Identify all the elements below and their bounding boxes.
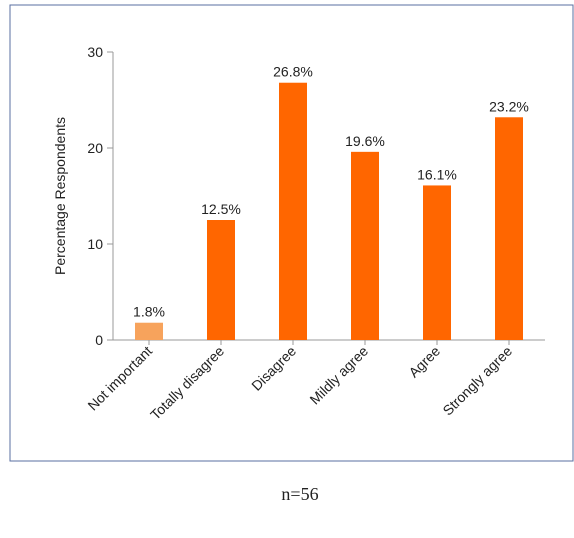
- chart-frame: [9, 4, 574, 462]
- bar: [279, 82, 307, 340]
- y-tick-label: 30: [87, 44, 103, 60]
- sample-note: n=56: [281, 484, 318, 504]
- bar: [135, 322, 163, 340]
- x-tick-label: Not important: [84, 343, 155, 414]
- bar: [495, 117, 523, 340]
- value-label: 12.5%: [201, 201, 241, 217]
- y-tick-label: 0: [95, 332, 103, 348]
- y-tick-label: 10: [87, 236, 103, 252]
- value-label: 1.8%: [133, 304, 165, 320]
- x-tick-label: Mildly agree: [306, 343, 371, 408]
- x-tick-label: Strongly agree: [439, 343, 515, 419]
- y-tick-label: 20: [87, 140, 103, 156]
- y-axis-label: Percentage Respondents: [52, 117, 68, 275]
- x-tick-label: Totally disagree: [147, 343, 227, 423]
- x-tick-label: Agree: [405, 343, 443, 381]
- bar: [351, 151, 379, 340]
- bar: [207, 220, 235, 340]
- bar: [423, 185, 451, 340]
- value-label: 23.2%: [489, 98, 529, 114]
- value-label: 16.1%: [417, 166, 457, 182]
- value-label: 26.8%: [273, 64, 313, 80]
- x-tick-label: Disagree: [248, 343, 299, 394]
- value-label: 19.6%: [345, 133, 385, 149]
